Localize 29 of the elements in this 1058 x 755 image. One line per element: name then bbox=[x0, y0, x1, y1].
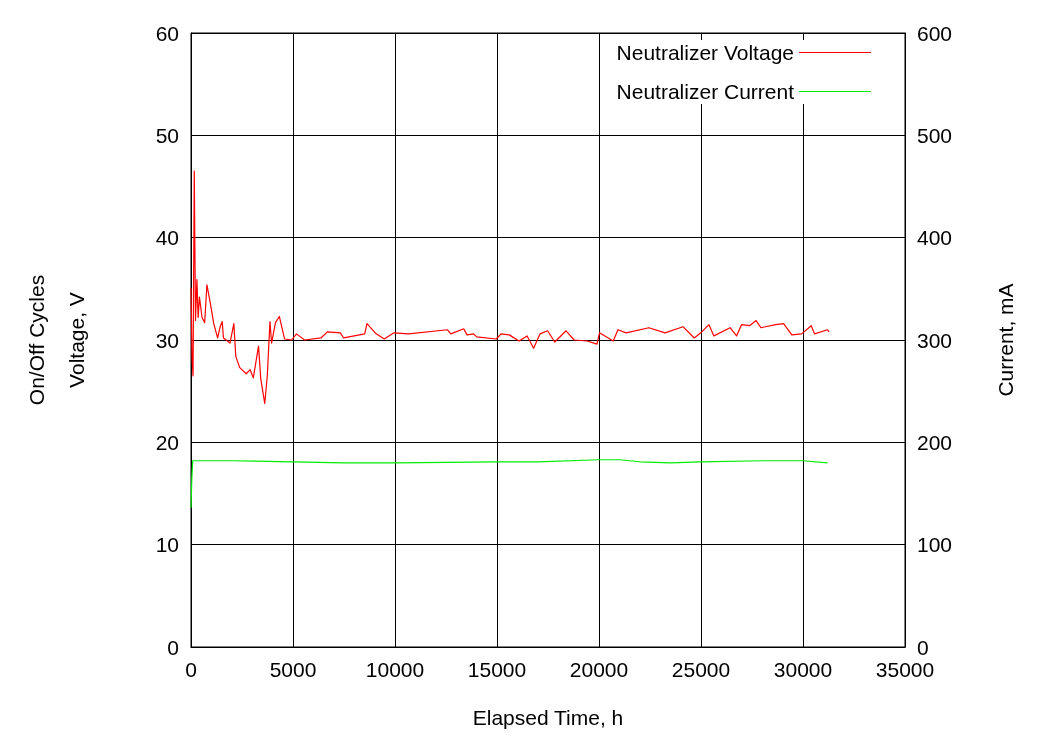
x-tick-label: 20000 bbox=[569, 658, 629, 681]
y2-tick-label: 300 bbox=[917, 328, 953, 352]
x-axis-title: Elapsed Time, h bbox=[472, 705, 624, 729]
legend-label: Neutralizer Current bbox=[616, 80, 795, 103]
x-tick-label: 0 bbox=[185, 658, 197, 681]
y2-axis-title: Current, mA bbox=[993, 283, 1017, 397]
y-tick-label: 60 bbox=[155, 21, 179, 45]
y-tick-label: 0 bbox=[167, 635, 179, 659]
x-tick-label: 5000 bbox=[269, 658, 317, 681]
y-tick-label: 50 bbox=[155, 123, 179, 147]
y-tick-label: 40 bbox=[155, 226, 179, 250]
legend-label: Neutralizer Voltage bbox=[616, 41, 794, 64]
x-tick-label: 10000 bbox=[365, 658, 425, 681]
x-tick-label: 15000 bbox=[467, 658, 527, 681]
y2-tick-label: 0 bbox=[917, 635, 929, 659]
y2-tick-label: 400 bbox=[917, 226, 953, 250]
x-tick-label: 30000 bbox=[773, 658, 833, 681]
line-series bbox=[190, 170, 830, 405]
x-tick-label: 35000 bbox=[875, 658, 935, 681]
y2-tick-label: 200 bbox=[917, 430, 953, 454]
y2-tick-label: 500 bbox=[917, 123, 953, 147]
y-tick-label: 30 bbox=[155, 328, 179, 352]
line-series bbox=[190, 459, 829, 509]
y2-tick-label: 100 bbox=[917, 533, 953, 557]
y-tick-label: 10 bbox=[155, 533, 179, 557]
y2-tick-label: 600 bbox=[917, 21, 953, 45]
y-axis-title: On/Off Cycles Voltage, V bbox=[24, 274, 88, 406]
y-tick-label: 20 bbox=[155, 430, 179, 454]
x-tick-label: 25000 bbox=[671, 658, 731, 681]
